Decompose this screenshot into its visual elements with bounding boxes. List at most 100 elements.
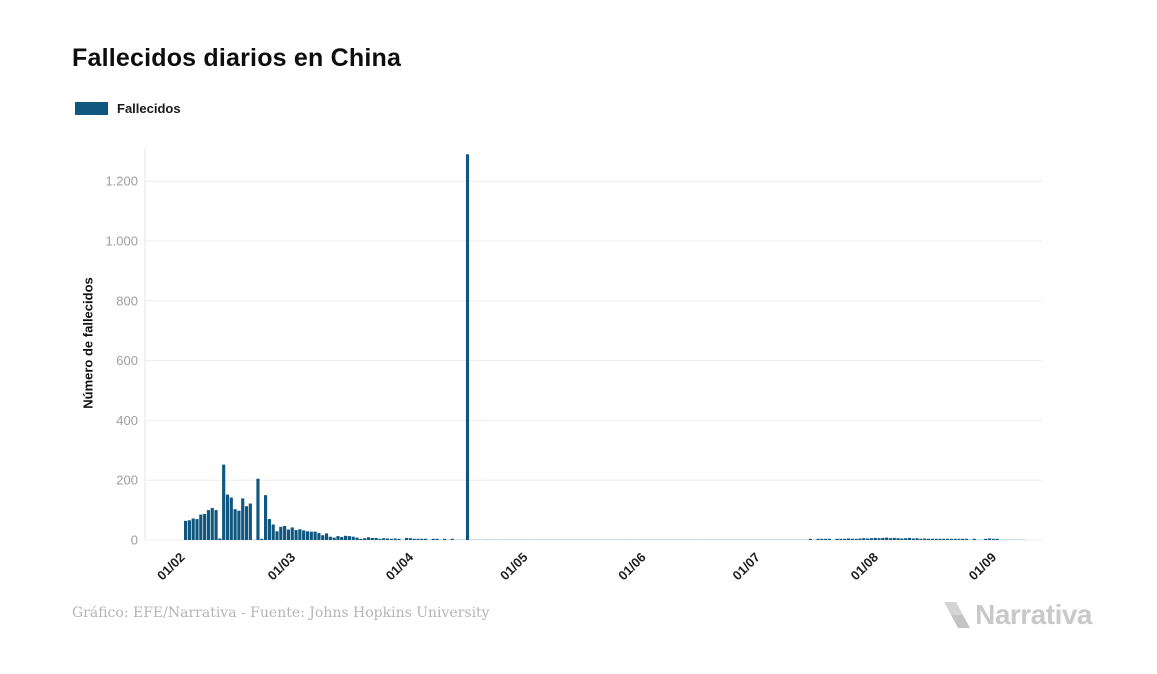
bar	[778, 539, 782, 540]
bar	[244, 506, 249, 540]
bar	[549, 539, 553, 540]
bar	[965, 538, 969, 540]
bar	[481, 539, 485, 540]
bar	[267, 519, 271, 540]
bar	[332, 537, 336, 540]
bar	[888, 538, 892, 540]
bar	[218, 538, 222, 540]
bar	[496, 539, 500, 540]
bar	[321, 535, 325, 540]
bar	[885, 537, 889, 540]
bar	[408, 538, 412, 540]
bar	[465, 154, 470, 540]
bar	[515, 539, 519, 540]
bar	[976, 539, 980, 540]
bar	[248, 503, 252, 540]
bar	[382, 538, 386, 540]
bar	[660, 539, 664, 540]
bar	[656, 539, 660, 540]
bar	[347, 536, 351, 540]
bar	[633, 539, 637, 540]
bar	[328, 536, 332, 540]
bar	[260, 538, 264, 540]
bar	[572, 539, 576, 540]
bar	[721, 539, 725, 540]
bar	[980, 539, 984, 540]
x-tick-label: 01/06	[615, 550, 649, 584]
x-tick-label: 01/09	[966, 550, 1000, 584]
bar	[679, 539, 683, 540]
bar	[580, 539, 584, 540]
bar	[911, 538, 915, 540]
x-tick-label: 01/08	[847, 550, 881, 584]
bar	[953, 538, 957, 540]
bar	[500, 539, 504, 540]
bar	[370, 537, 374, 540]
bar	[412, 538, 416, 540]
bar	[305, 531, 310, 540]
bar	[690, 539, 694, 540]
bars-series-fallecidos	[184, 154, 1026, 540]
bar	[393, 538, 397, 540]
bar	[199, 514, 203, 540]
bar	[195, 519, 199, 540]
bar	[344, 535, 348, 540]
bar	[1010, 539, 1014, 540]
bar	[587, 539, 592, 540]
narrativa-logo: Narrativa	[942, 599, 1092, 631]
bar	[926, 538, 931, 540]
bar	[488, 539, 492, 540]
bar	[431, 538, 435, 540]
bar	[206, 510, 211, 540]
bar	[854, 538, 858, 540]
bar	[511, 539, 515, 540]
page-title: Fallecidos diarios en China	[72, 44, 402, 72]
bar	[286, 529, 291, 540]
y-tick-label: 400	[116, 413, 138, 428]
x-tick-label: 01/05	[497, 550, 531, 584]
bar	[858, 538, 862, 540]
bar	[648, 539, 652, 540]
y-tick-label: 200	[116, 473, 138, 488]
bar	[374, 537, 378, 540]
bar	[271, 524, 275, 540]
gridlines	[145, 180, 1042, 541]
bar	[420, 538, 424, 540]
bar	[755, 539, 759, 540]
bar	[740, 539, 744, 540]
bar	[317, 533, 321, 540]
bar	[416, 538, 420, 540]
legend-label: Fallecidos	[117, 101, 181, 116]
bar	[435, 538, 439, 540]
bar	[534, 539, 538, 540]
bar	[705, 539, 710, 540]
bar	[401, 539, 405, 540]
y-tick-label: 800	[116, 293, 138, 308]
bar	[523, 539, 527, 540]
bar	[519, 539, 523, 540]
bar	[995, 538, 999, 540]
bar	[184, 520, 188, 540]
bar	[363, 538, 367, 540]
bar	[290, 527, 294, 540]
bar	[378, 538, 382, 540]
bar	[675, 539, 679, 540]
bar	[214, 510, 218, 540]
bar	[667, 539, 672, 540]
bar	[919, 538, 923, 540]
bar	[313, 531, 317, 540]
bar	[865, 538, 870, 540]
bar	[713, 539, 717, 540]
bar	[877, 538, 881, 540]
bar	[915, 538, 919, 540]
bar	[599, 539, 603, 540]
bar	[454, 539, 458, 540]
bar	[766, 539, 771, 540]
bar	[961, 538, 965, 540]
bar	[946, 538, 950, 540]
bar	[808, 538, 812, 540]
bar	[824, 538, 828, 540]
bar	[450, 538, 454, 540]
bar	[222, 464, 226, 540]
bar	[340, 537, 344, 540]
